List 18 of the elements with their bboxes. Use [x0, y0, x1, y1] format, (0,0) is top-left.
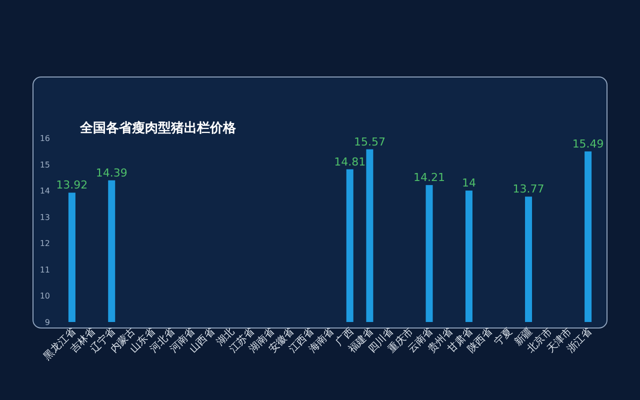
data-label: 14.81: [334, 155, 366, 168]
y-tick-label: 10: [40, 292, 50, 301]
y-tick-label: 14: [40, 186, 50, 196]
y-tick-label: 12: [40, 239, 50, 248]
chart-title: 全国各省瘦肉型猪出栏价格: [79, 120, 237, 136]
data-label: 14.21: [414, 171, 446, 184]
data-label: 15.57: [354, 135, 386, 148]
data-label: 14: [462, 176, 476, 190]
y-tick-label: 16: [40, 134, 50, 143]
data-label: 13.92: [56, 178, 88, 192]
data-label: 14.39: [96, 166, 128, 180]
data-label: 15.49: [572, 137, 604, 150]
data-label: 13.77: [512, 182, 544, 196]
y-tick-label: 15: [40, 160, 50, 170]
y-tick-label: 11: [40, 265, 50, 274]
x-tick-label: 宁夏: [492, 326, 515, 348]
y-tick-label: 13: [40, 212, 50, 222]
y-tick-label: 9: [44, 318, 50, 327]
